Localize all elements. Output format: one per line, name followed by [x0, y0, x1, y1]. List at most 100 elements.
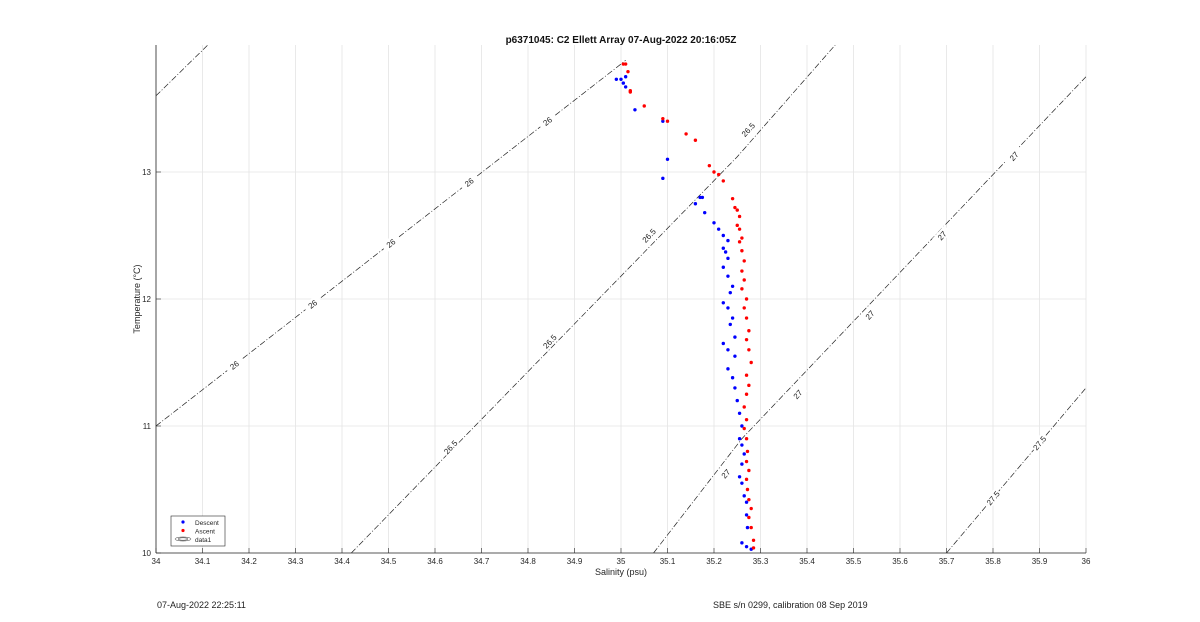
- ascent-point: [735, 223, 739, 228]
- ascent-point: [744, 297, 749, 301]
- x-tick-label: 34.3: [288, 557, 304, 566]
- x-tick-label: 34.5: [381, 557, 397, 566]
- contour-labels: 262626262626.526.526.526.5272727272727.5…: [224, 111, 1050, 509]
- y-tick-label: 13: [142, 168, 151, 177]
- grid-lines: [155, 45, 1087, 554]
- legend-contour-icon: [177, 537, 189, 541]
- contour-label-bg: [458, 172, 480, 192]
- descent-point: [745, 525, 750, 530]
- ascent-point: [716, 172, 721, 177]
- density-contours: [156, 45, 1086, 553]
- contour-label-bg: [983, 487, 1003, 509]
- descent-point: [721, 246, 725, 250]
- descent-point: [661, 176, 665, 181]
- descent-point: [712, 221, 716, 225]
- contour-label-bg: [860, 304, 880, 325]
- ascent-point: [626, 69, 630, 74]
- x-tick-label: 34.9: [567, 557, 583, 566]
- descent-point: [744, 544, 749, 549]
- contour-label-bg: [1029, 432, 1050, 454]
- contour-label-bg: [1004, 146, 1024, 167]
- ascent-point: [742, 259, 746, 263]
- descent-point: [716, 227, 721, 231]
- descent-point: [742, 494, 746, 498]
- ascent-point: [744, 337, 749, 342]
- contour-label-bg: [715, 463, 736, 484]
- ascent-point: [737, 240, 742, 244]
- ascent-point: [665, 119, 670, 123]
- x-tick-label: 35: [617, 557, 626, 566]
- x-tick-label: 35.7: [939, 557, 955, 566]
- y-tick-label: 11: [143, 422, 152, 431]
- contour-line: [156, 45, 209, 97]
- contour-label: 26.5: [641, 227, 659, 245]
- x-tick-label: 34.6: [427, 557, 443, 566]
- ascent-point: [623, 62, 628, 66]
- x-tick-label: 34.1: [195, 557, 211, 566]
- descent-point: [740, 462, 744, 466]
- x-tick-label: 34.8: [520, 557, 536, 566]
- descent-point: [661, 119, 665, 123]
- x-tick-label: 35.5: [846, 557, 862, 566]
- ascent-point: [744, 316, 749, 320]
- ascent-point: [721, 179, 725, 183]
- ascent-point: [747, 468, 751, 473]
- x-tick-label: 35.2: [706, 557, 722, 566]
- ascent-point: [744, 459, 749, 464]
- descent-point: [737, 475, 742, 479]
- ascent-point: [747, 497, 751, 502]
- descent-point: [744, 500, 749, 504]
- contour-label-bg: [380, 233, 401, 253]
- contour-label-bg: [738, 119, 758, 140]
- descent-point: [726, 306, 730, 310]
- contour-label-bg: [440, 437, 461, 458]
- descent-point: [726, 238, 730, 243]
- descent-point: [633, 108, 637, 112]
- ascent-point: [749, 506, 753, 511]
- descent-point: [623, 75, 628, 79]
- descent-point: [726, 256, 730, 261]
- ascent-point: [735, 208, 739, 212]
- descent-point: [744, 513, 749, 517]
- descent-point: [730, 316, 735, 320]
- contour-line: [946, 387, 1086, 553]
- descent-point: [621, 81, 626, 85]
- descent-point: [726, 348, 730, 352]
- x-tick-label: 35.8: [985, 557, 1001, 566]
- ascent-point: [740, 236, 744, 240]
- ascent-point: [745, 487, 750, 492]
- descent-point: [742, 452, 746, 456]
- x-tick-label: 34.7: [474, 557, 490, 566]
- ascent-point: [661, 116, 665, 121]
- ascent-point: [744, 417, 749, 422]
- descent-point: [737, 437, 742, 441]
- descent-point: [735, 398, 739, 403]
- ascent-point: [740, 287, 744, 291]
- descent-point: [733, 386, 737, 390]
- x-tick-label: 36: [1082, 557, 1091, 566]
- footer-calibration: SBE s/n 0299, calibration 08 Sep 2019: [713, 600, 868, 610]
- descent-point: [721, 233, 725, 238]
- ascent-point: [740, 249, 744, 253]
- ascent-point: [693, 138, 698, 142]
- descent-point: [733, 335, 737, 339]
- x-tick-label: 35.6: [892, 557, 908, 566]
- descent-point: [698, 195, 702, 200]
- ascent-point: [621, 62, 626, 66]
- ascent-point: [737, 227, 742, 231]
- contour-label-bg: [302, 294, 323, 314]
- descent-point: [700, 195, 705, 200]
- contour-label: 27.5: [1031, 434, 1048, 452]
- ascent-point: [747, 348, 751, 352]
- legend-contour-icon: [174, 536, 192, 542]
- ascent-point: [749, 525, 753, 530]
- x-tick-label: 35.4: [799, 557, 815, 566]
- ascent-point: [751, 546, 756, 550]
- x-tick-label: 34: [152, 557, 161, 566]
- ascent-point: [740, 269, 744, 273]
- descent-point: [665, 157, 670, 161]
- ascent-point: [747, 515, 751, 520]
- descent-point: [723, 250, 728, 254]
- descent-point: [733, 354, 737, 358]
